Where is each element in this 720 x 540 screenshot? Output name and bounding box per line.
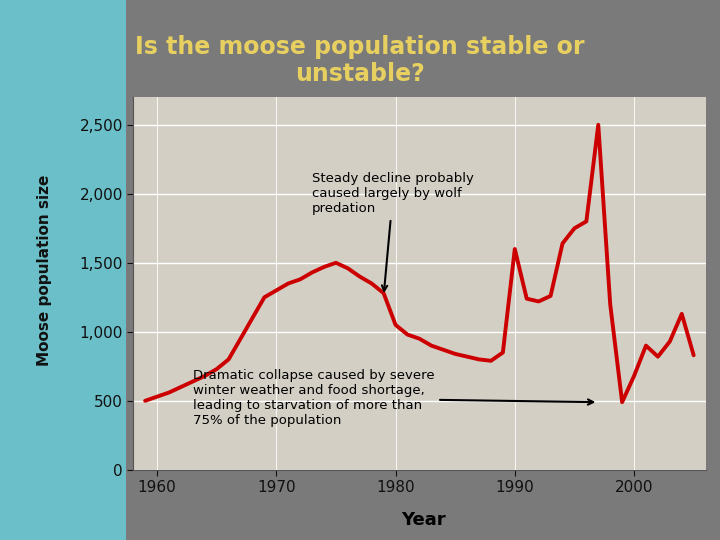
- Text: Dramatic collapse caused by severe
winter weather and food shortage,
leading to : Dramatic collapse caused by severe winte…: [193, 369, 593, 427]
- Text: Year: Year: [401, 511, 445, 529]
- Text: Moose population size: Moose population size: [37, 174, 52, 366]
- Text: Steady decline probably
caused largely by wolf
predation: Steady decline probably caused largely b…: [312, 172, 474, 291]
- Text: Is the moose population stable or
unstable?: Is the moose population stable or unstab…: [135, 35, 585, 86]
